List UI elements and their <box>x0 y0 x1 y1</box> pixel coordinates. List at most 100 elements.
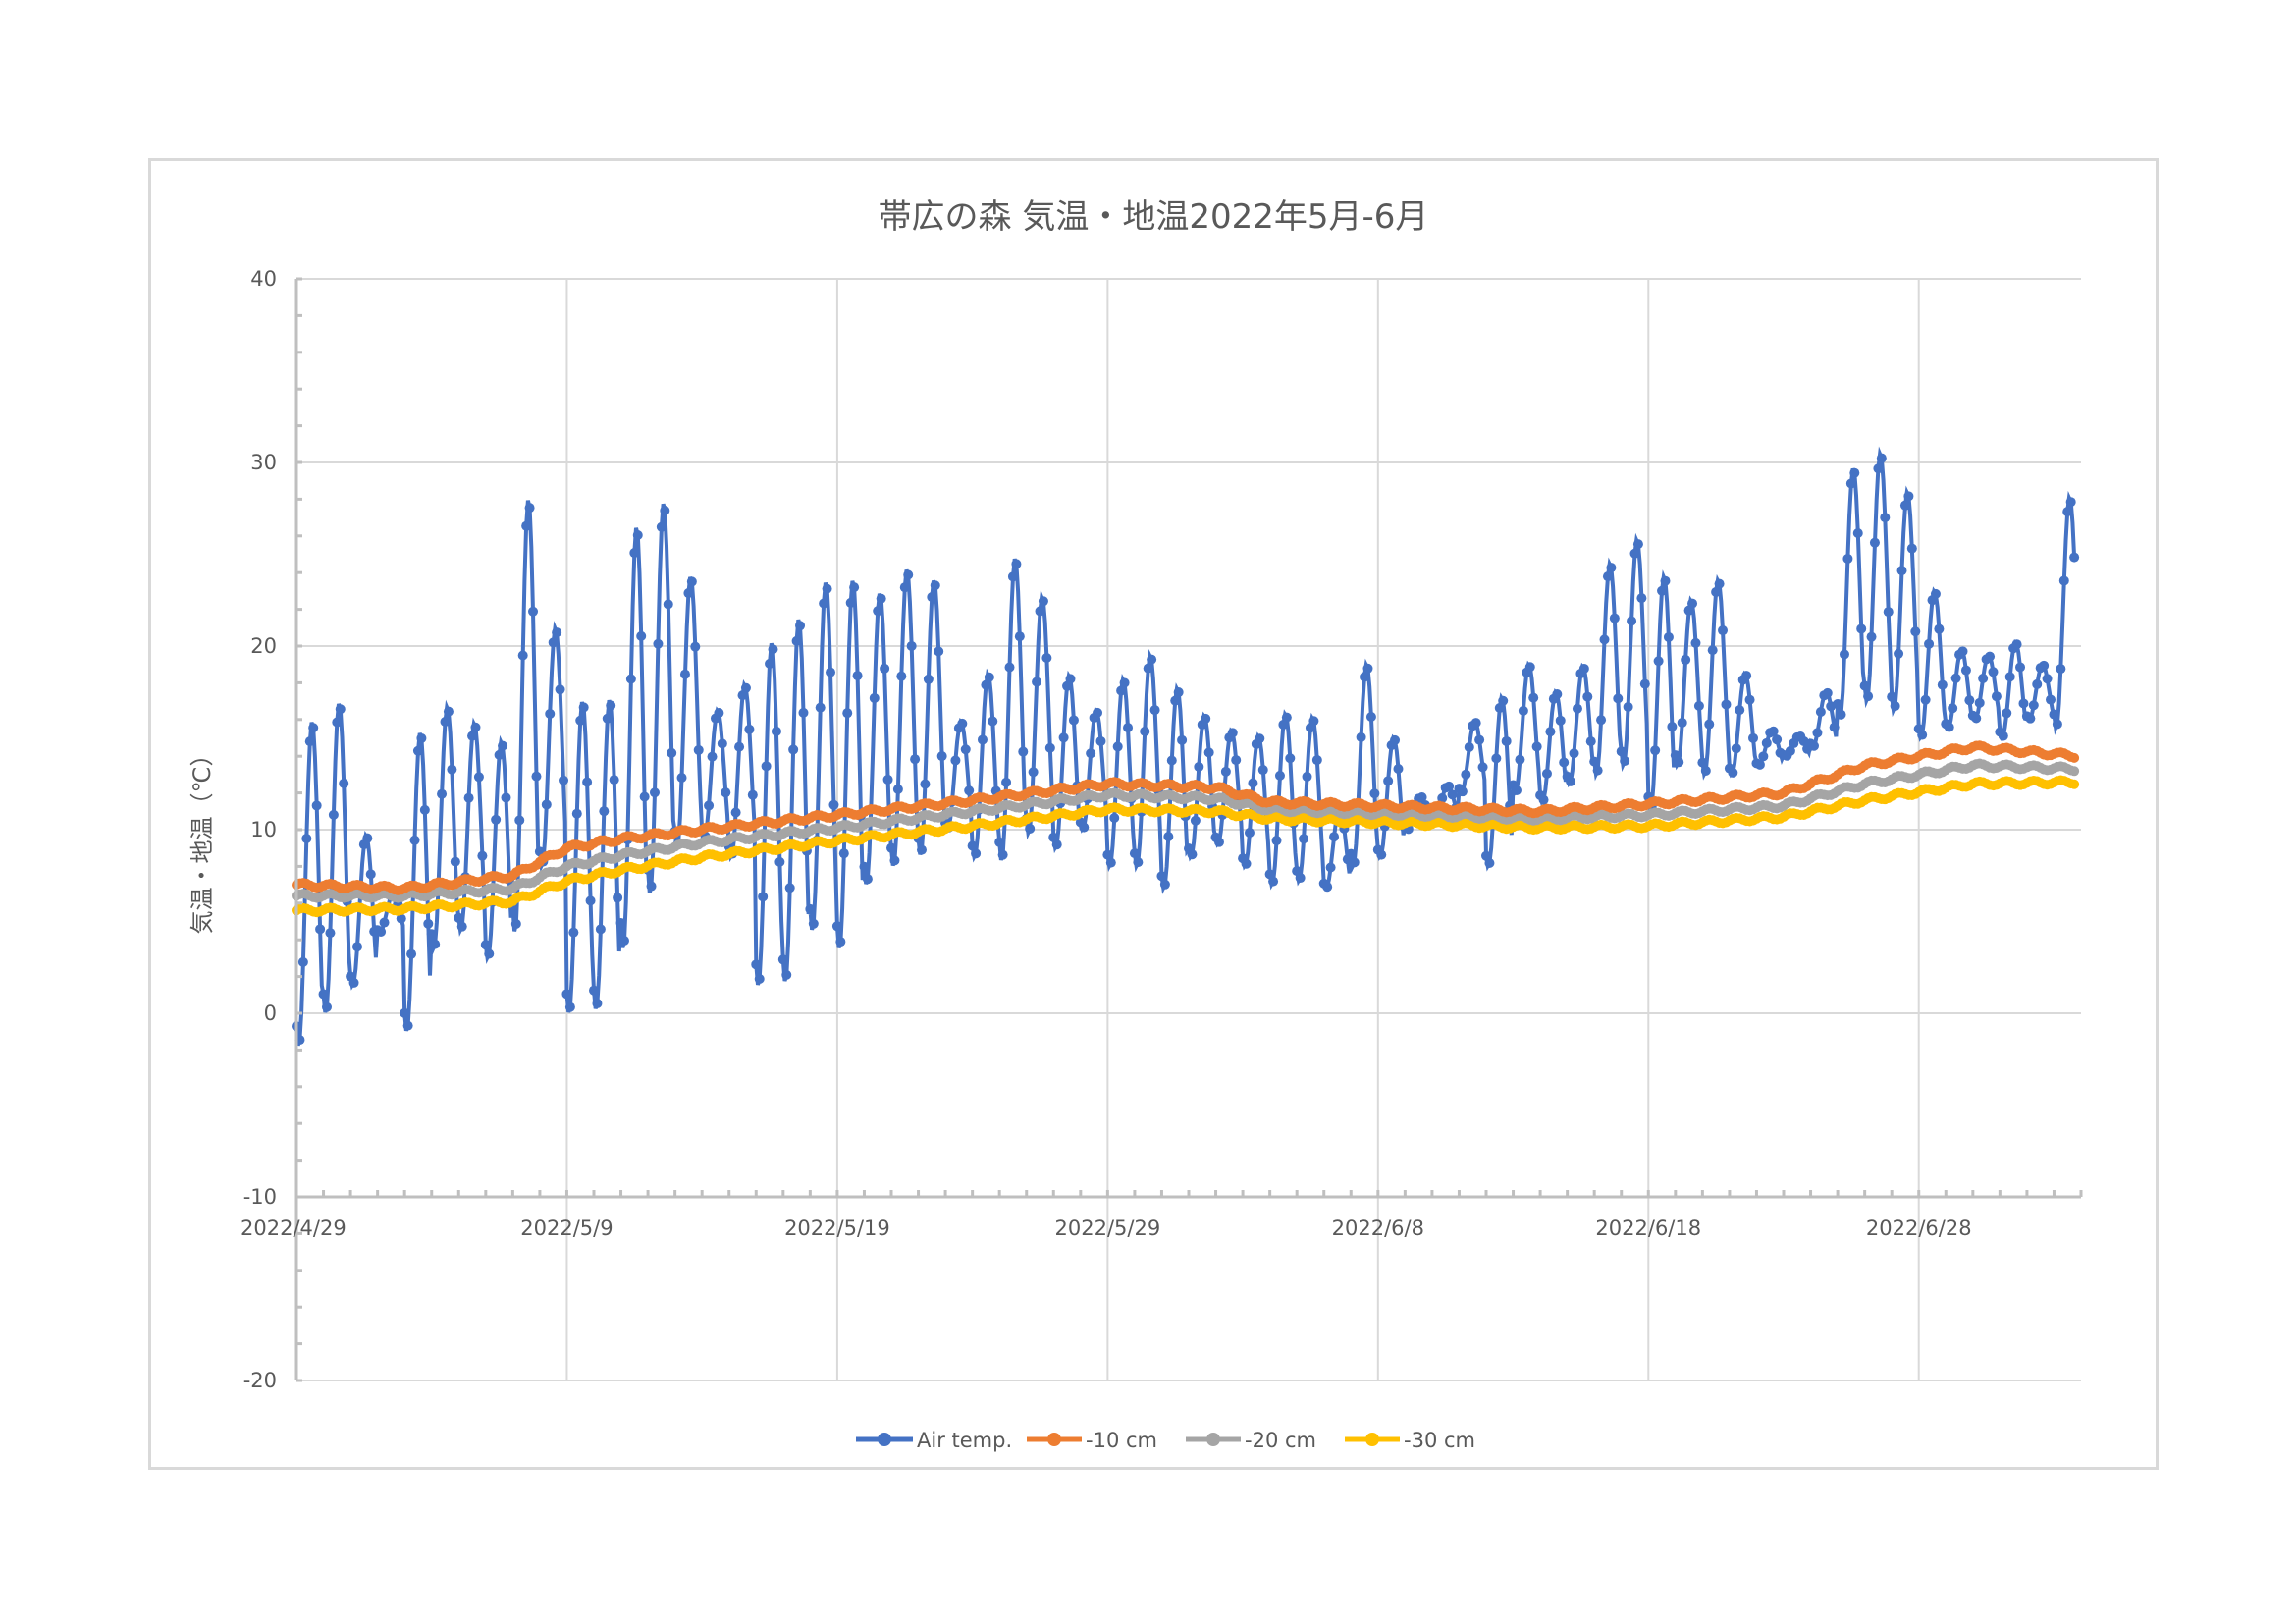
data-point <box>1616 746 1627 757</box>
data-point <box>1974 697 1985 708</box>
data-point <box>1948 703 1958 714</box>
data-point <box>957 718 968 729</box>
data-point <box>528 606 539 617</box>
data-point <box>1714 578 1725 589</box>
data-point <box>1004 662 1015 673</box>
legend-marker <box>1047 1433 1061 1446</box>
data-point <box>1650 745 1661 756</box>
temperature-chart: 帯広の森 気温・地温2022年5月-6月 40 30 20 10 0 -10 -20 2022… <box>188 197 2083 1452</box>
data-point <box>362 833 373 843</box>
data-point <box>1731 743 1741 754</box>
y-tick-label: -20 <box>243 1369 277 1392</box>
data-point <box>301 833 312 843</box>
data-point <box>1086 748 1096 759</box>
data-point <box>618 936 629 947</box>
data-point <box>1369 788 1380 799</box>
data-point <box>758 892 769 902</box>
data-point <box>704 800 715 811</box>
y-tick-label: 10 <box>250 818 277 841</box>
data-point <box>1985 651 1996 662</box>
data-point <box>765 658 775 669</box>
data-point <box>1173 687 1184 698</box>
data-point <box>1285 753 1296 764</box>
data-point <box>1899 500 1910 511</box>
data-point <box>1964 695 1975 706</box>
data-point <box>656 521 667 532</box>
data-point <box>491 814 502 825</box>
data-point <box>910 754 921 765</box>
y-tick-label: 40 <box>250 267 277 291</box>
legend-label: Air temp. <box>917 1429 1012 1452</box>
data-point <box>795 621 806 631</box>
data-point <box>1627 616 1637 626</box>
data-point <box>2056 664 2066 675</box>
data-point <box>997 849 1008 860</box>
data-point <box>1559 757 1570 768</box>
data-point <box>1119 677 1130 688</box>
data-point <box>332 717 343 728</box>
data-point <box>1268 876 1279 887</box>
data-point <box>831 921 842 932</box>
data-point <box>1531 741 1542 752</box>
data-point <box>1464 741 1474 752</box>
legend-item: -20 cm <box>1186 1429 1316 1452</box>
data-point <box>406 948 417 959</box>
data-point <box>1025 823 1036 834</box>
data-point <box>1690 637 1701 648</box>
data-point <box>1035 606 1045 617</box>
data-point <box>2065 497 2076 508</box>
data-point <box>971 848 982 859</box>
data-point <box>869 692 880 703</box>
data-point <box>994 837 1005 847</box>
data-point <box>822 583 832 594</box>
data-point <box>781 969 792 980</box>
data-point <box>1585 736 1596 747</box>
data-point <box>1833 698 1843 709</box>
series-10-cm-group <box>292 740 2080 895</box>
data-point <box>1815 706 1826 717</box>
data-point <box>2004 672 2015 682</box>
x-tick-label: 2022/6/18 <box>1595 1217 1701 1240</box>
data-point <box>788 744 799 755</box>
chart-frame: 帯広の森 気温・地温2022年5月-6月 40 30 20 10 0 -10 -20 2022… <box>148 158 2159 1470</box>
data-point <box>960 744 971 755</box>
data-point <box>1944 722 1954 732</box>
data-point <box>1991 691 2002 702</box>
data-point <box>1032 677 1042 687</box>
data-point <box>2069 552 2080 563</box>
data-point <box>1677 717 1687 728</box>
data-point <box>1653 656 1664 667</box>
data-point <box>2046 694 2056 705</box>
data-point <box>402 1020 413 1031</box>
data-point <box>815 702 826 713</box>
data-point <box>984 672 994 682</box>
data-point <box>315 924 326 935</box>
data-point <box>1602 571 1613 582</box>
data-point <box>1156 871 1167 882</box>
data-point <box>930 580 940 591</box>
data-point <box>1754 759 1765 770</box>
data-point <box>1491 753 1502 764</box>
data-point <box>1068 715 1079 726</box>
data-point <box>1177 734 1188 745</box>
data-point <box>531 771 542 782</box>
data-point <box>1924 638 1935 649</box>
data-point <box>615 917 626 928</box>
legend: Air temp. -10 cm -20 cm -30 cm <box>856 1429 1475 1452</box>
data-point <box>1894 648 1904 659</box>
data-point <box>1704 719 1715 730</box>
data-point <box>376 926 387 937</box>
data-point <box>419 804 430 815</box>
data-point <box>2042 674 2053 684</box>
data-point <box>1873 463 1884 474</box>
data-point <box>1569 748 1579 759</box>
data-point <box>1903 491 1914 502</box>
data-point <box>1880 513 1891 523</box>
data-point <box>1957 646 1968 657</box>
data-point <box>1589 756 1600 767</box>
data-point <box>1248 778 1258 788</box>
data-point <box>1444 781 1455 791</box>
data-point <box>1552 688 1563 699</box>
data-point <box>578 702 589 713</box>
data-point <box>582 777 593 787</box>
